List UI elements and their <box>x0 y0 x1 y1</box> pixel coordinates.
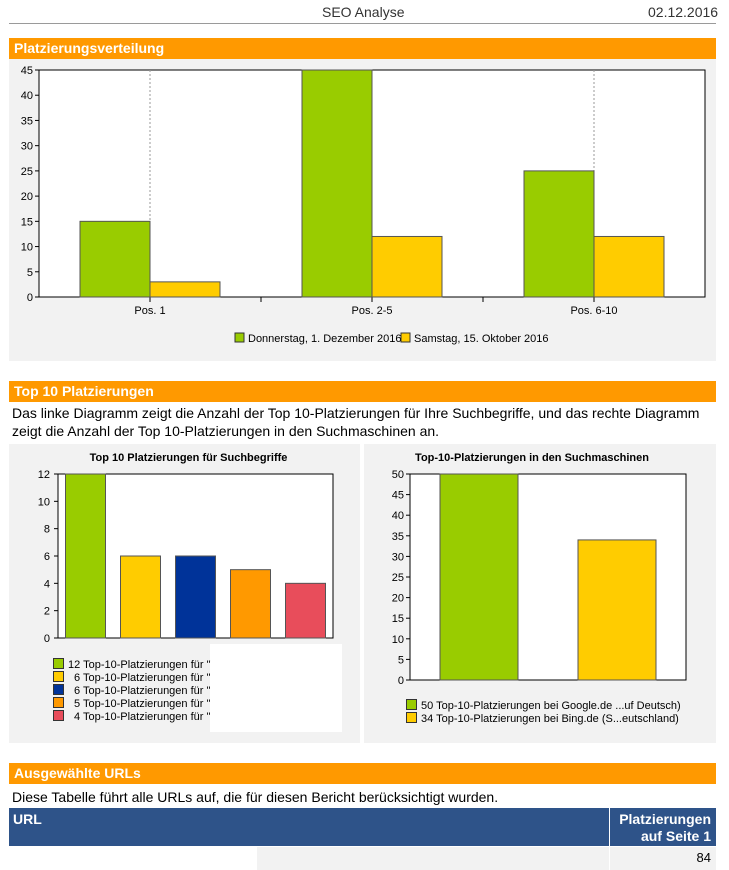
engines-chart-title: Top-10-Platzierungen in den Suchmaschine… <box>415 452 649 464</box>
bar <box>593 235 665 298</box>
bar <box>79 220 151 298</box>
section-title-urls: Ausgewählte URLs <box>9 763 716 784</box>
legend-label: 34 Top-10-Platzierungen bei Bing.de (S..… <box>421 713 679 725</box>
row-divider <box>609 847 610 870</box>
legend-swatch <box>400 332 411 343</box>
keywords-chart: 0 2 4 6 8 10 12 <box>38 469 334 645</box>
y-tick-label: 30 <box>392 551 404 563</box>
bar <box>523 170 595 298</box>
y-tick-label: 0 <box>44 633 50 645</box>
report-date: 02.12.2016 <box>648 4 719 20</box>
y-tick-label: 6 <box>44 551 50 563</box>
y-tick-label: 5 <box>398 654 404 666</box>
y-tick-label: 10 <box>38 496 50 508</box>
legend-swatch <box>53 697 64 708</box>
y-tick-label: 35 <box>21 115 33 127</box>
top10-description: Das linke Diagramm zeigt die Anzahl der … <box>12 405 700 439</box>
legend-label: 6 Top-10-Platzierungen für " <box>74 685 211 697</box>
legend-item: 6 Top-10-Platzierungen für " <box>53 684 211 697</box>
urls-description: Diese Tabelle führt alle URLs auf, die f… <box>12 789 499 805</box>
x-tick-label: Pos. 1 <box>134 305 165 317</box>
legend-swatch <box>53 658 64 669</box>
section-title-top10: Top 10 Platzierungen <box>9 381 716 402</box>
y-tick-label: 35 <box>392 531 404 543</box>
legend-label: 6 Top-10-Platzierungen für " <box>74 672 211 684</box>
y-tick-label: 15 <box>21 216 33 228</box>
legend-label: Samstag, 15. Oktober 2016 <box>414 333 549 345</box>
y-tick-label: 30 <box>21 141 33 153</box>
legend-label: 50 Top-10-Platzierungen bei Google.de ..… <box>421 700 681 712</box>
report-title: SEO Analyse <box>322 4 405 20</box>
legend-swatch <box>234 332 245 343</box>
legend-item: 50 Top-10-Platzierungen bei Google.de ..… <box>406 699 681 712</box>
engines-chart-panel: Top-10-Platzierungen in den Suchmaschine… <box>364 444 716 743</box>
legend-label: 4 Top-10-Platzierungen für " <box>74 711 211 723</box>
header-divider <box>9 23 716 24</box>
y-tick-label: 40 <box>392 510 404 522</box>
keywords-chart-title: Top 10 Platzierungen für Suchbegriffe <box>89 452 288 464</box>
bar <box>301 69 373 298</box>
bar <box>120 555 161 639</box>
y-tick-label: 8 <box>44 524 50 536</box>
y-tick-label: 0 <box>27 292 33 304</box>
y-tick-label: 4 <box>44 578 50 590</box>
count-cell: 84 <box>696 850 711 865</box>
y-tick-label: 40 <box>21 90 33 102</box>
x-tick-label: Pos. 6-10 <box>570 305 617 317</box>
bar <box>65 473 106 639</box>
url-cell[interactable] <box>9 847 257 870</box>
section-title-placement: Platzierungsverteilung <box>9 38 716 59</box>
y-tick-label: 50 <box>392 469 404 481</box>
table-header-url[interactable]: URL <box>9 808 609 846</box>
y-tick-label: 20 <box>392 593 404 605</box>
keywords-chart-panel: Top 10 Platzierungen für Suchbegriffe 0 2… <box>9 444 360 743</box>
legend-item: 12 Top-10-Platzierungen für " <box>53 658 211 671</box>
bar <box>175 555 216 639</box>
engines-legend: 50 Top-10-Platzierungen bei Google.de ..… <box>406 699 681 725</box>
y-tick-label: 45 <box>392 490 404 502</box>
legend-item: 34 Top-10-Platzierungen bei Bing.de (S..… <box>406 712 681 725</box>
legend-swatch <box>53 684 64 695</box>
bar <box>577 539 657 681</box>
legend-swatch <box>53 671 64 682</box>
table-header-count[interactable]: Platzierungen auf Seite 1 <box>610 808 716 846</box>
legend-label: Donnerstag, 1. Dezember 2016 <box>248 333 401 345</box>
bar <box>230 569 271 639</box>
y-tick-label: 20 <box>21 191 33 203</box>
placement-chart: 0 5 10 15 20 25 30 35 40 45 Pos. 1 Pos. 2-5 Pos. 6-1… <box>21 65 706 345</box>
x-tick-label: Pos. 2-5 <box>352 305 393 317</box>
bar <box>439 473 519 681</box>
keywords-legend: 12 Top-10-Platzierungen für " 6 Top-10-P… <box>53 658 211 723</box>
table-row[interactable]: 84 <box>9 847 716 870</box>
y-tick-label: 0 <box>398 675 404 687</box>
bar <box>371 235 443 298</box>
y-tick-label: 10 <box>21 242 33 254</box>
bar <box>285 582 326 639</box>
y-tick-label: 5 <box>27 267 33 279</box>
y-tick-label: 10 <box>392 634 404 646</box>
bar <box>149 281 221 298</box>
legend-item: 5 Top-10-Platzierungen für " <box>53 697 211 710</box>
legend-label: 12 Top-10-Platzierungen für " <box>68 659 211 671</box>
y-tick-label: 2 <box>44 606 50 618</box>
legend-swatch <box>53 710 64 721</box>
legend-item: 4 Top-10-Platzierungen für " <box>53 710 211 723</box>
keywords-legend-blank <box>210 644 342 732</box>
placement-chart-panel: 0 5 10 15 20 25 30 35 40 45 Pos. 1 Pos. 2-5 Pos. 6-1… <box>9 59 716 361</box>
legend-swatch <box>406 712 417 723</box>
y-tick-label: 25 <box>21 166 33 178</box>
column-header-count: Platzierungen auf Seite 1 <box>619 811 711 844</box>
engines-chart: 0 5 10 15 20 25 30 35 40 45 50 <box>392 469 687 687</box>
legend-label: 5 Top-10-Platzierungen für " <box>74 698 211 710</box>
legend-swatch <box>406 699 417 710</box>
y-tick-label: 25 <box>392 572 404 584</box>
y-tick-label: 12 <box>38 469 50 481</box>
y-tick-label: 45 <box>21 65 33 77</box>
y-tick-label: 15 <box>392 613 404 625</box>
column-header-url: URL <box>13 811 42 827</box>
legend-item: 6 Top-10-Platzierungen für " <box>53 671 211 684</box>
